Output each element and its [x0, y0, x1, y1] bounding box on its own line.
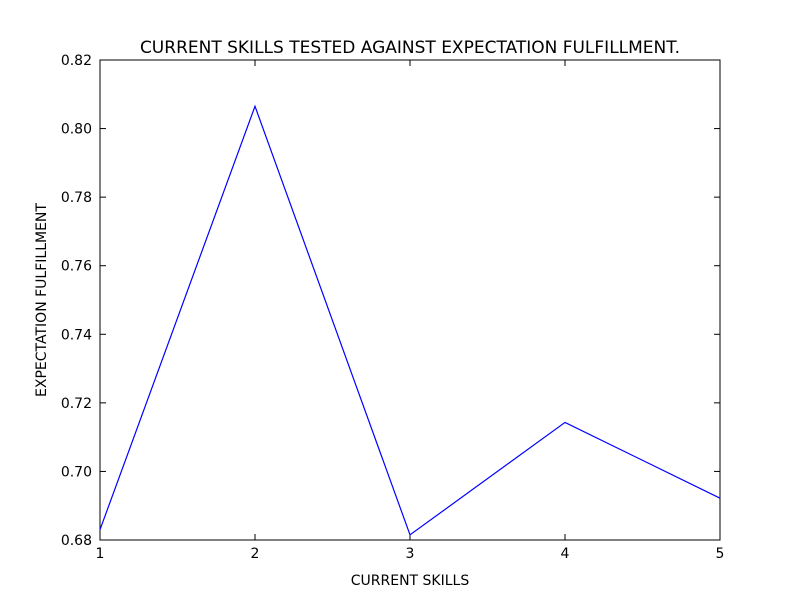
y-axis-label: EXPECTATION FULFILLMENT [34, 203, 50, 397]
y-tick-label: 0.82 [61, 53, 92, 69]
chart-title: CURRENT SKILLS TESTED AGAINST EXPECTATIO… [140, 38, 680, 58]
y-tick-label: 0.74 [61, 327, 92, 343]
x-tick-label: 5 [716, 546, 725, 562]
x-tick-label: 4 [561, 546, 570, 562]
x-tick-label: 1 [96, 546, 105, 562]
x-axis-label: CURRENT SKILLS [351, 573, 470, 589]
y-tick-label: 0.70 [61, 464, 92, 480]
y-tick-label: 0.68 [61, 533, 92, 549]
y-tick-label: 0.76 [61, 259, 92, 275]
y-tick-label: 0.78 [61, 190, 92, 206]
y-tick-label: 0.72 [61, 396, 92, 412]
series-line [99, 104, 721, 536]
plot-frame [99, 59, 721, 541]
plot-area: 1 2 3 4 5 0.68 0.70 0.72 0.74 0.76 0.78 0.80 0.82 [61, 53, 725, 562]
y-tick-label: 0.80 [61, 122, 92, 138]
x-tick-label: 3 [406, 546, 415, 562]
x-tick-label: 2 [251, 546, 260, 562]
